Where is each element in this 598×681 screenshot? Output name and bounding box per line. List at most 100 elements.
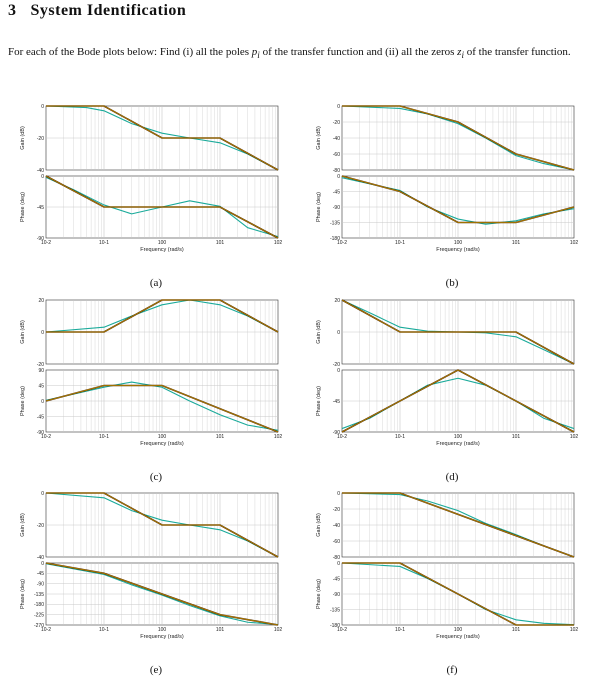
phase-ylabel: Phase (deg) [316,579,322,609]
x-tick-label: 10-1 [99,240,109,246]
x-tick-label: 10-2 [41,240,51,246]
phase-ytick-label: -45 [333,399,340,405]
x-tick-label: 102 [570,627,579,633]
phase-ylabel: Phase (deg) [20,192,26,222]
bode-figure-d: 20 0 -20 Gain (dB) 0 -45 -90 Phase (deg) 10-2 10-… [304,294,590,484]
bode-figure-f: 0 -20 -40 -60 -80 Gain (dB) 0 -45 -90 -135 -180 Pha… [304,487,590,677]
gain-asymptote-line [342,105,575,171]
phase-ytick-label: -135 [34,592,44,598]
gain-ytick-label: 0 [41,104,44,110]
phase-ytick-label: -90 [333,205,340,211]
intro-part-2: of the transfer function and (ii) all th… [259,46,458,58]
phase-ytick-label: 0 [41,399,44,405]
phase-ytick-label: -180 [330,623,340,629]
x-tick-label: 100 [158,627,167,633]
x-tick-label: 10-2 [337,240,347,246]
figure-caption: (e) [150,664,163,676]
x-axis-label: Frequency (rad/s) [140,247,184,253]
phase-ytick-label: -45 [333,576,340,582]
phase-ytick-label: -90 [333,592,340,598]
phase-ytick-label: -90 [37,236,44,242]
bode-figure-e: 0 -20 -40 Gain (dB) 0 -45 -90 -135 -180 -225 -270 P… [8,487,294,677]
x-tick-label: 102 [274,627,283,633]
phase-ytick-label: 90 [38,368,44,374]
phase-ytick-label: -180 [34,602,44,608]
gain-ytick-label: -80 [333,168,340,174]
gain-ytick-label: 0 [337,491,340,497]
phase-ytick-label: -90 [37,581,44,587]
figure-caption: (b) [446,277,459,289]
phase-ytick-label: -180 [330,236,340,242]
figure-caption: (a) [150,277,163,289]
x-tick-label: 101 [216,240,225,246]
gain-exact-curve [341,105,575,171]
gain-asymptote-line [342,492,575,558]
section-number: 3 [8,2,17,19]
x-tick-label: 100 [454,240,463,246]
x-axis-label: Frequency (rad/s) [140,634,184,640]
phase-ytick-label: 45 [38,383,44,389]
phase-ytick-label: 0 [337,368,340,374]
gain-ytick-label: 20 [38,298,44,304]
phase-exact-curve [45,563,279,626]
gain-ytick-label: 20 [334,298,340,304]
gain-ytick-label: -40 [333,136,340,142]
zero-symbol: z [457,46,462,58]
x-tick-label: 101 [512,434,521,440]
x-tick-label: 102 [274,240,283,246]
gain-ytick-label: -20 [333,362,340,368]
phase-ytick-label: -90 [37,430,44,436]
x-tick-label: 10-2 [337,627,347,633]
gain-ylabel: Gain (dB) [316,126,322,150]
gain-ytick-label: -40 [37,168,44,174]
x-tick-label: 10-1 [99,434,109,440]
gain-asymptote-line [46,105,279,171]
bode-plot-c: 20 0 -20 Gain (dB) 90 45 0 -45 -90 Phase (deg) 10-… [20,298,282,483]
phase-ytick-label: -45 [37,205,44,211]
x-tick-label: 101 [216,434,225,440]
x-axis-label: Frequency (rad/s) [436,247,480,253]
phase-ytick-label: 0 [41,561,44,567]
phase-ytick-label: -90 [333,430,340,436]
phase-exact-curve [45,381,279,431]
phase-ytick-label: -45 [37,571,44,577]
phase-ylabel: Phase (deg) [20,579,26,609]
gain-ytick-label: 0 [337,330,340,336]
bode-figure-a: 0 -20 -40 Gain (dB) 0 -45 -90 Phase (deg) 10-2 10… [8,100,294,290]
gain-asymptote-line [341,299,575,365]
bode-plot-a: 0 -20 -40 Gain (dB) 0 -45 -90 Phase (deg) 10-2 10… [20,104,283,289]
phase-asymptote-line [341,369,575,433]
phase-asymptote-line [45,562,279,626]
figure-caption: (d) [446,471,459,483]
phase-ytick-label: -225 [34,612,44,618]
section-title: 3 System Identification [8,2,186,20]
bode-plot-f: 0 -20 -40 -60 -80 Gain (dB) 0 -45 -90 -135 -180 Pha… [316,491,579,676]
phase-ytick-label: -45 [37,414,44,420]
x-tick-label: 101 [216,627,225,633]
gain-ytick-label: -40 [37,555,44,561]
x-tick-label: 101 [512,240,521,246]
gain-ytick-label: 0 [41,330,44,336]
x-tick-label: 100 [158,240,167,246]
bode-plot-e: 0 -20 -40 Gain (dB) 0 -45 -90 -135 -180 -225 -270 P… [20,491,283,676]
phase-ytick-label: 0 [337,561,340,567]
bode-plot-b: 0 -20 -40 -60 -80 Gain (dB) 0 -45 -90 -135 -180 Pha… [316,104,579,289]
x-tick-label: 102 [570,434,579,440]
gain-ytick-label: 0 [337,104,340,110]
x-axis-label: Frequency (rad/s) [436,634,480,640]
gain-ytick-label: -20 [37,136,44,142]
gain-exact-curve [45,299,279,333]
x-tick-label: 10-1 [99,627,109,633]
phase-ytick-label: 0 [337,174,340,180]
x-tick-label: 10-1 [395,627,405,633]
x-tick-label: 102 [570,240,579,246]
phase-ytick-label: 0 [41,174,44,180]
section-title-text: System Identification [30,2,187,19]
x-tick-label: 10-1 [395,434,405,440]
gain-ytick-label: -20 [37,362,44,368]
gain-ytick-label: -20 [37,523,44,529]
gain-ylabel: Gain (dB) [20,320,26,344]
gain-asymptote-line [46,492,279,558]
gain-ytick-label: -20 [333,507,340,513]
